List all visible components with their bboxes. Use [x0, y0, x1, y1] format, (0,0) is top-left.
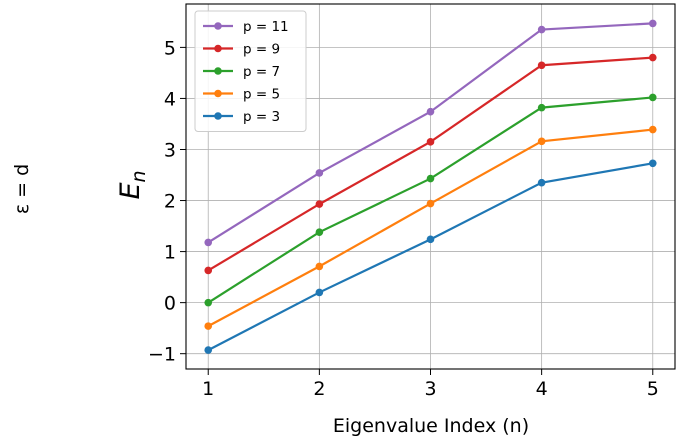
- legend-item: p = 3: [203, 109, 280, 125]
- x-tick-label: 3: [424, 378, 436, 400]
- data-point: [315, 262, 324, 271]
- y-tick-label: 3: [164, 139, 176, 161]
- x-tick-label: 1: [202, 378, 214, 400]
- series-p=7: [204, 93, 657, 307]
- data-point: [648, 125, 657, 134]
- y-axis-label-main: E: [115, 182, 146, 199]
- legend-item: p = 5: [203, 87, 280, 103]
- legend-label: p = 9: [243, 42, 280, 58]
- data-point: [648, 19, 657, 28]
- legend-item: p = 11: [203, 19, 289, 35]
- data-point: [537, 178, 546, 187]
- data-point: [426, 235, 435, 244]
- data-point: [648, 93, 657, 102]
- y-tick-label: 0: [164, 293, 176, 315]
- y-tick-label: −1: [148, 344, 176, 366]
- x-tick-label: 5: [647, 378, 659, 400]
- series-p=11: [204, 19, 657, 247]
- x-axis-label: Eigenvalue Index (n): [333, 415, 529, 437]
- series-p=9: [204, 53, 657, 275]
- data-point: [537, 137, 546, 146]
- x-tick-label: 4: [536, 378, 548, 400]
- data-point: [204, 322, 213, 330]
- data-point: [426, 138, 435, 146]
- x-tick-label: 2: [313, 378, 325, 400]
- data-point: [315, 169, 324, 177]
- data-point: [648, 53, 657, 62]
- legend-swatch-marker: [214, 67, 222, 75]
- y-tick-label: 4: [164, 88, 176, 110]
- y-tick-label: 1: [164, 242, 176, 264]
- data-point: [204, 298, 213, 307]
- y-axis-label: En: [115, 170, 150, 199]
- series-p=3: [204, 159, 657, 354]
- data-point: [648, 159, 657, 168]
- data-point: [537, 61, 546, 70]
- data-point: [315, 228, 324, 236]
- legend-item: p = 9: [203, 42, 280, 58]
- legend-swatch-marker: [214, 44, 222, 53]
- legend-label: p = 5: [243, 87, 280, 103]
- legend-label: p = 3: [243, 109, 280, 125]
- legend-label: p = 11: [243, 19, 289, 35]
- data-point: [315, 288, 324, 297]
- data-point: [426, 199, 435, 208]
- legend-swatch-marker: [214, 22, 222, 30]
- data-point: [204, 346, 213, 354]
- y-axis-label-sub: n: [128, 170, 150, 182]
- series-layer: [204, 19, 657, 354]
- legend-label: p = 7: [243, 64, 280, 80]
- legend-item: p = 7: [203, 64, 280, 80]
- ticks: 1 2 3 4 5 −1 0 1 2 3 4 5: [148, 37, 659, 400]
- legend-box: [194, 10, 307, 132]
- data-point: [426, 107, 435, 116]
- data-point: [537, 25, 546, 34]
- legend-swatch-marker: [214, 112, 222, 120]
- legend-swatch-marker: [214, 89, 222, 98]
- data-point: [315, 200, 324, 208]
- y-tick-label: 5: [164, 37, 176, 59]
- series-p=5: [204, 125, 657, 330]
- y-tick-label: 2: [164, 191, 176, 213]
- side-label: ε = d: [11, 164, 33, 214]
- data-point: [537, 103, 546, 112]
- legend: p = 11 p = 9 p = 7 p = 5 p = 3: [194, 10, 307, 132]
- data-point: [426, 174, 435, 183]
- data-point: [204, 238, 213, 247]
- data-point: [204, 266, 213, 275]
